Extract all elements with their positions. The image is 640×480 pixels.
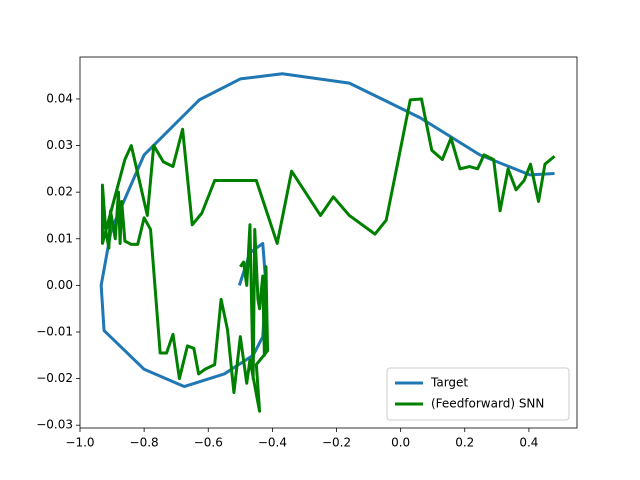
series-line: [99, 72, 555, 389]
y-tick-label: 0.04: [46, 91, 73, 105]
legend-label: (Feedforward) SNN: [431, 397, 544, 411]
y-tick-label: 0.01: [46, 231, 73, 245]
series-line: [100, 97, 556, 413]
x-tick-label: −1.0: [65, 436, 94, 450]
y-tick-label: 0.00: [46, 278, 73, 292]
y-tick-label: 0.02: [46, 185, 73, 199]
legend-box: [386, 367, 570, 421]
x-tick-label: −0.2: [322, 436, 351, 450]
x-tick-label: 0.2: [455, 436, 474, 450]
plot-frame: [79, 56, 578, 429]
y-tick-label: −0.02: [36, 371, 73, 385]
x-tick-label: 0.4: [519, 436, 538, 450]
y-tick-label: −0.01: [36, 324, 73, 338]
x-tick-label: −0.8: [130, 436, 159, 450]
legend-label: Target: [430, 376, 468, 390]
y-tick-label: −0.03: [36, 418, 73, 432]
x-tick-label: −0.6: [194, 436, 223, 450]
x-tick-label: −0.4: [258, 436, 287, 450]
x-tick-label: 0.0: [391, 436, 410, 450]
y-tick-label: 0.03: [46, 138, 73, 152]
